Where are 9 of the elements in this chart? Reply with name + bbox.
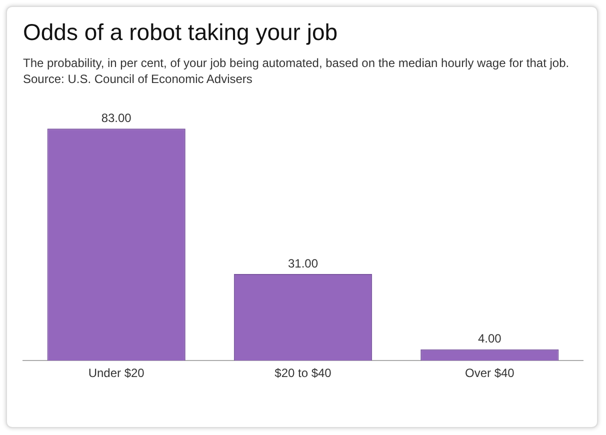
data-label: 31.00 [288,256,318,270]
chart-subtitle: The probability, in per cent, of your job being automated, based on the median hourly wage for that job. [23,55,570,71]
data-label: 4.00 [478,332,502,346]
data-label: 83.00 [101,110,132,125]
x-tick-label: $20 to $40 [274,366,332,380]
x-tick-label: Under $20 [88,366,145,380]
chart-title: Odds of a robot taking your job [23,19,338,46]
source-note: Source: U.S. Council of Economic Advisers [23,71,254,87]
x-tick-label: Over $40 [464,366,515,380]
